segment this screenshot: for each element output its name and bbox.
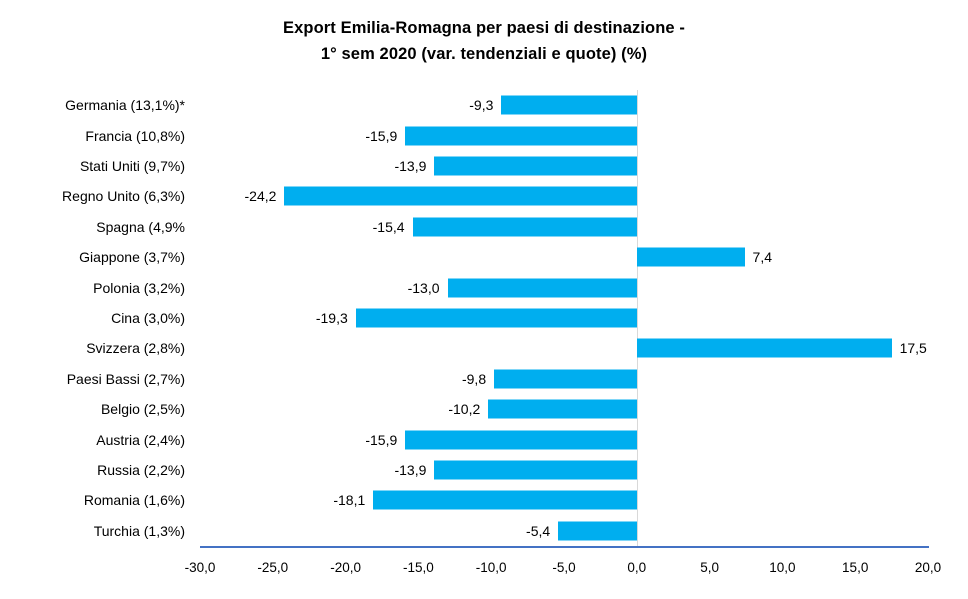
value-label: -15,9 xyxy=(365,431,398,448)
value-label: -13,9 xyxy=(394,157,427,174)
bar xyxy=(447,278,637,298)
bar xyxy=(412,217,637,237)
bar xyxy=(373,490,637,510)
x-tick-label: 20,0 xyxy=(914,560,942,575)
category-label: Polonia (3,2%) xyxy=(93,279,185,296)
value-label: -9,8 xyxy=(461,370,487,387)
x-tick-label: 10,0 xyxy=(769,560,796,575)
bar xyxy=(434,460,637,480)
chart-row: -13,9 xyxy=(200,455,928,485)
bar xyxy=(501,95,637,115)
x-axis-line xyxy=(200,546,929,548)
category-label: Germania (13,1%)* xyxy=(65,97,185,114)
category-label: Belgio (2,5%) xyxy=(100,401,185,418)
value-label: -15,9 xyxy=(365,127,398,144)
chart-title-line2: 1° sem 2020 (var. tendenziali e quote) (… xyxy=(320,45,648,64)
chart-row: -19,3 xyxy=(200,303,928,333)
category-label: Spagna (4,9% xyxy=(96,218,185,235)
category-label: Turchia (1,3%) xyxy=(93,522,185,539)
chart-title-line1: Export Emilia-Romagna per paesi di desti… xyxy=(283,19,685,37)
category-label: Giappone (3,7%) xyxy=(79,249,185,266)
x-tick-label: 5,0 xyxy=(700,560,719,575)
chart-title: Export Emilia-Romagna per paesi di desti… xyxy=(0,15,968,68)
zero-gridline xyxy=(636,90,638,546)
category-label: Paesi Bassi (2,7%) xyxy=(66,370,185,387)
chart-row: -5,4 xyxy=(200,516,928,546)
chart-row: -9,8 xyxy=(200,364,928,394)
bar xyxy=(488,399,637,419)
bar xyxy=(434,156,637,176)
chart-row: -10,2 xyxy=(200,394,928,424)
category-label: Cina (3,0%) xyxy=(111,310,185,326)
category-label: Russia (2,2%) xyxy=(97,462,185,478)
value-label: -9,3 xyxy=(469,97,494,114)
category-label: Regno Unito (6,3%) xyxy=(62,188,185,205)
bar xyxy=(284,186,637,206)
value-label: -13,9 xyxy=(394,461,427,478)
plot-area: -9,3 -15,9 -13,9 -24,2 -15,4 7,4 -13,0 -19,3 17,… xyxy=(200,90,928,546)
category-label: Austria (2,4%) xyxy=(96,431,185,448)
chart-row: -24,2 xyxy=(200,181,928,211)
chart-row: -13,0 xyxy=(200,272,928,302)
category-label: Francia (10,8%) xyxy=(85,127,185,144)
category-labels: Germania (13,1%)* Francia (10,8%) Stati Un… xyxy=(0,90,185,546)
bar xyxy=(405,430,637,450)
x-tick-label: -30,0 xyxy=(184,560,216,575)
value-label: -13,0 xyxy=(407,279,440,296)
x-axis-ticks: -30,0 -25,0 -20,0 -15,0 -10,0 -5,0 0,0 5,0 10,0 1… xyxy=(185,558,942,580)
category-label: Romania (1,6%) xyxy=(83,492,185,509)
value-label: 7,4 xyxy=(752,249,772,266)
chart-row: -18,1 xyxy=(200,485,928,515)
x-tick-label: -10,0 xyxy=(475,560,507,575)
bar xyxy=(405,126,637,146)
bar xyxy=(355,308,637,328)
chart-row: -15,4 xyxy=(200,212,928,242)
value-label: -18,1 xyxy=(333,492,366,509)
chart-row: 17,5 xyxy=(200,333,928,363)
x-tick-label: -20,0 xyxy=(330,560,361,575)
x-tick-label: 0,0 xyxy=(627,560,647,575)
chart-row: -15,9 xyxy=(200,424,928,454)
value-label: -19,3 xyxy=(315,309,348,326)
value-label: -24,2 xyxy=(244,188,277,205)
bar xyxy=(494,369,637,389)
value-label: -5,4 xyxy=(526,522,551,539)
x-tick-label: 15,0 xyxy=(842,560,869,575)
bar xyxy=(558,521,637,541)
category-label: Stati Uniti (9,7%) xyxy=(79,157,185,174)
x-tick-label: -15,0 xyxy=(403,560,434,575)
value-label: -10,2 xyxy=(448,401,481,418)
chart-row: -15,9 xyxy=(200,120,928,150)
chart-row: -13,9 xyxy=(200,151,928,181)
chart-row: 7,4 xyxy=(200,242,928,272)
x-tick-label: -5,0 xyxy=(552,560,576,575)
x-tick-label: -25,0 xyxy=(257,560,289,575)
value-label: -15,4 xyxy=(372,218,405,235)
value-label: 17,5 xyxy=(899,340,927,357)
bar xyxy=(636,338,892,358)
category-label: Svizzera (2,8%) xyxy=(86,340,185,357)
chart-row: -9,3 xyxy=(200,90,928,120)
bar xyxy=(636,247,745,267)
